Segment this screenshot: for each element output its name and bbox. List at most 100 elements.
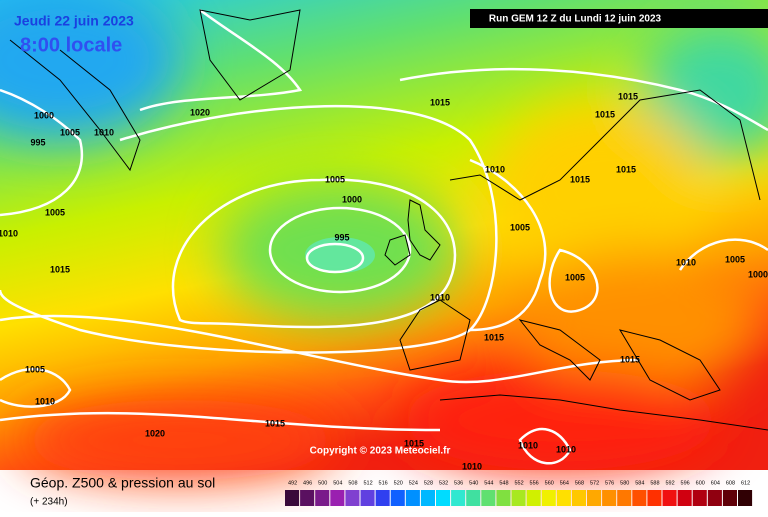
legend-label: 492	[288, 480, 297, 486]
legend-swatch	[360, 490, 375, 506]
isobar-label: 1010	[518, 440, 538, 450]
isobar-label: 1000	[342, 194, 362, 204]
legend-label: 572	[590, 480, 599, 486]
legend-label: 508	[348, 480, 357, 486]
legend-swatch	[722, 490, 737, 506]
isobar-label: 1010	[462, 461, 482, 471]
legend-swatch	[285, 490, 300, 506]
legend-swatch	[315, 490, 330, 506]
isobar-label: 1015	[265, 418, 285, 428]
legend-label: 532	[439, 480, 448, 486]
legend-swatch	[390, 490, 405, 506]
legend-label: 608	[726, 480, 735, 486]
legend-label: 512	[363, 480, 372, 486]
legend-swatch	[617, 490, 632, 506]
legend-swatch	[692, 490, 707, 506]
legend-label: 536	[454, 480, 463, 486]
legend-label: 612	[741, 480, 750, 486]
legend-label: 552	[514, 480, 523, 486]
legend-swatch	[496, 490, 511, 506]
legend-swatch	[526, 490, 541, 506]
isobar-label: 1015	[484, 332, 504, 342]
time-text: 8:00 locale	[20, 34, 122, 56]
isobars	[0, 8, 768, 465]
legend-swatch	[571, 490, 586, 506]
legend-label: 584	[635, 480, 644, 486]
legend-swatch	[466, 490, 481, 506]
legend-label: 548	[499, 480, 508, 486]
legend-swatch	[738, 490, 753, 506]
legend-swatch	[556, 490, 571, 506]
isobar-label: 995	[334, 232, 349, 242]
isobar-label: 1020	[145, 428, 165, 438]
isobar-label: 1005	[60, 127, 80, 137]
legend-label: 520	[394, 480, 403, 486]
footer-lead: (+ 234h)	[30, 497, 68, 508]
legend-swatch	[451, 490, 466, 506]
legend-label: 528	[424, 480, 433, 486]
legend-label: 580	[620, 480, 629, 486]
legend-swatch	[587, 490, 602, 506]
legend-swatch	[345, 490, 360, 506]
isobar-label: 1000	[748, 269, 768, 279]
legend-label: 576	[605, 480, 614, 486]
legend-swatch	[300, 490, 315, 506]
isobar-label: 1015	[595, 109, 615, 119]
isobar-label: 1010	[430, 292, 450, 302]
copyright: Copyright © 2023 Meteociel.fr	[310, 446, 451, 457]
legend-label: 516	[379, 480, 388, 486]
legend-label: 564	[560, 480, 569, 486]
isobar-label: 1005	[325, 174, 345, 184]
legend-label: 500	[318, 480, 327, 486]
isobar-label: 1010	[0, 228, 18, 238]
legend-label: 524	[409, 480, 418, 486]
run-box	[470, 9, 768, 28]
isobar-label: 1005	[725, 254, 745, 264]
isobar-label: 1020	[190, 107, 210, 117]
legend-swatch	[541, 490, 556, 506]
isobar-label: 1010	[676, 257, 696, 267]
isobar-label: 1005	[25, 364, 45, 374]
legend-swatch	[602, 490, 617, 506]
isobar-label: 1000	[34, 110, 54, 120]
legend-label: 496	[303, 480, 312, 486]
date-text: Jeudi 22 juin 2023	[14, 13, 134, 29]
legend-swatch	[405, 490, 420, 506]
coastlines	[9, 9, 768, 431]
legend-swatch	[481, 490, 496, 506]
legend-swatch	[375, 490, 390, 506]
legend-swatch	[647, 490, 662, 506]
legend-swatch	[707, 490, 722, 506]
legend-label: 596	[681, 480, 690, 486]
isobar-label: 1005	[45, 207, 65, 217]
legend-label: 540	[469, 480, 478, 486]
isobar-label: 1010	[556, 444, 576, 454]
legend-swatch	[677, 490, 692, 506]
isobar-label: 995	[30, 137, 45, 147]
legend-label: 504	[333, 480, 342, 486]
isobar-label: 1005	[565, 272, 585, 282]
isobar-label: 1015	[616, 164, 636, 174]
legend-swatch	[511, 490, 526, 506]
run-text: Run GEM 12 Z du Lundi 12 juin 2023	[489, 14, 662, 25]
legend-swatch	[662, 490, 677, 506]
field-blobs	[0, 0, 768, 480]
isobar-label: 1015	[404, 438, 424, 448]
legend-swatch	[436, 490, 451, 506]
isobar-label: 1005	[510, 222, 530, 232]
run-banner: Run GEM 12 Z du Lundi 12 juin 2023	[470, 9, 768, 28]
legend: 492 496 500 504 508 512 516 520 524 528 532 536 540 5…	[285, 480, 753, 506]
legend-label: 556	[530, 480, 539, 486]
legend-label: 560	[545, 480, 554, 486]
legend-label: 544	[484, 480, 493, 486]
legend-label: 592	[665, 480, 674, 486]
legend-label: 568	[575, 480, 584, 486]
isobar-label: 1015	[620, 354, 640, 364]
isobar-label: 1015	[50, 264, 70, 274]
isobar-label: 1015	[430, 97, 450, 107]
legend-swatch	[330, 490, 345, 506]
isobar-label: 1015	[618, 91, 638, 101]
legend-label: 600	[696, 480, 705, 486]
